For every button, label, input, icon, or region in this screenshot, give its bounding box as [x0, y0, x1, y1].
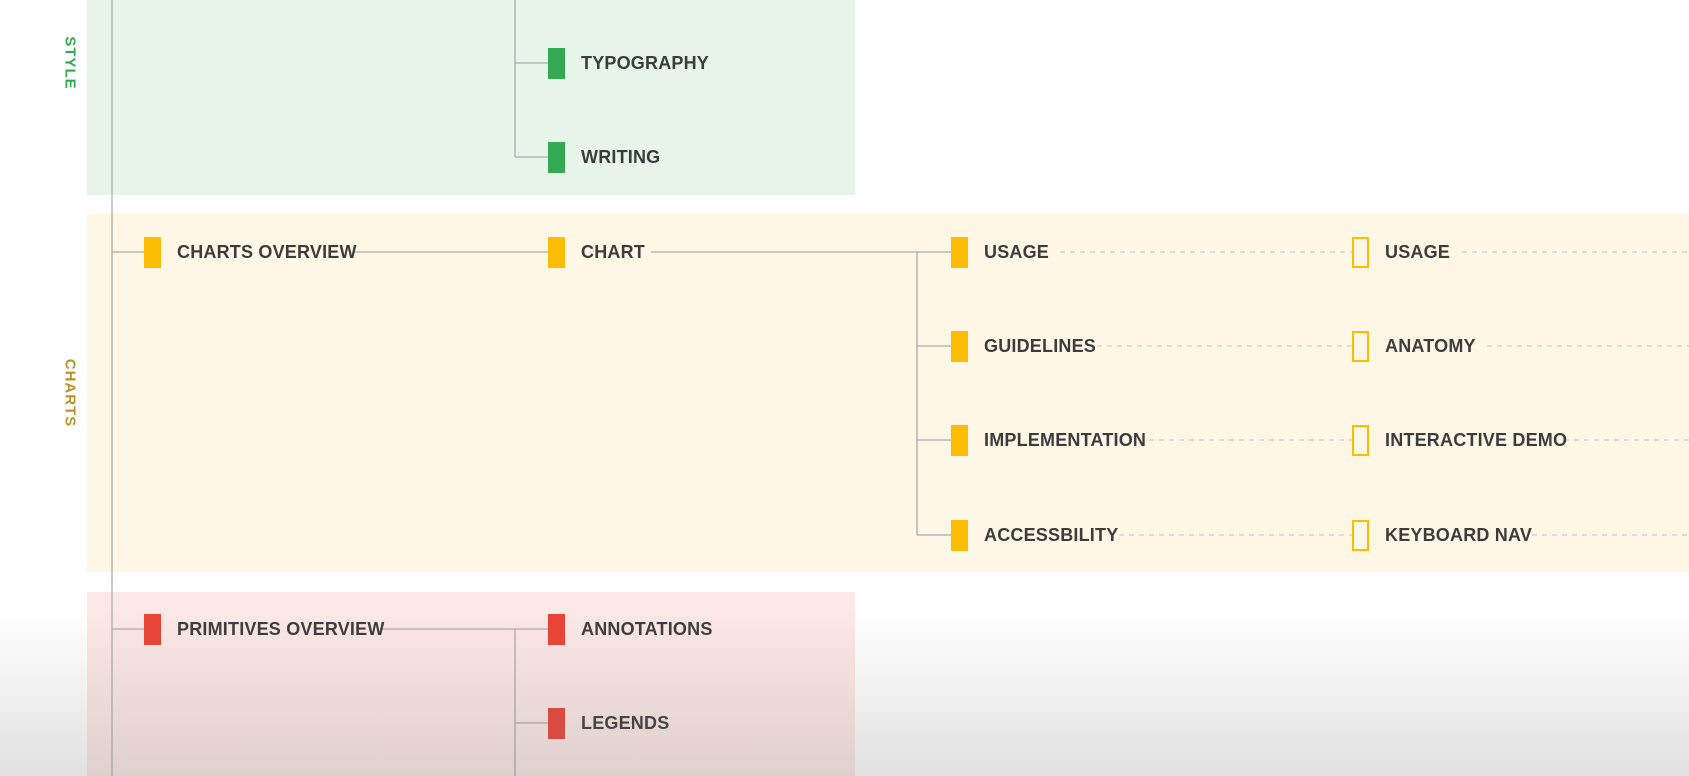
node-annotations[interactable]: ANNOTATIONS — [548, 613, 713, 645]
node-marker — [548, 141, 565, 173]
node-marker — [951, 236, 968, 268]
node-label: USAGE — [984, 241, 1050, 262]
node-label: TYPOGRAPHY — [581, 52, 710, 73]
node-usage-sub[interactable]: USAGE — [1352, 236, 1450, 268]
node-typography[interactable]: TYPOGRAPHY — [548, 47, 709, 79]
section-band-charts — [87, 214, 1689, 572]
node-writing[interactable]: WRITING — [548, 141, 660, 173]
node-implementation[interactable]: IMPLEMENTATION — [951, 424, 1146, 456]
node-marker — [144, 236, 161, 268]
node-label: ACCESSBILITY — [984, 524, 1119, 545]
node-label: IMPLEMENTATION — [984, 429, 1147, 450]
node-accessibility[interactable]: ACCESSBILITY — [951, 519, 1118, 551]
node-anatomy[interactable]: ANATOMY — [1352, 330, 1476, 362]
node-label: PRIMITIVES OVERVIEW — [177, 618, 385, 639]
node-label: GUIDELINES — [984, 335, 1097, 356]
node-charts-overview[interactable]: CHARTS OVERVIEW — [144, 236, 357, 268]
node-marker — [548, 613, 565, 645]
section-band-primitives — [87, 592, 855, 776]
node-marker — [548, 707, 565, 739]
node-label: WRITING — [581, 146, 661, 167]
node-marker — [144, 613, 161, 645]
node-label: ANATOMY — [1385, 335, 1476, 356]
node-interactive-demo[interactable]: INTERACTIVE DEMO — [1352, 424, 1567, 456]
node-legends[interactable]: LEGENDS — [548, 707, 669, 739]
node-label: USAGE — [1385, 241, 1451, 262]
node-label: KEYBOARD NAV — [1385, 524, 1533, 545]
node-label: ANNOTATIONS — [581, 618, 713, 639]
node-marker-outline — [1352, 330, 1369, 362]
node-marker-outline — [1352, 424, 1369, 456]
node-usage[interactable]: USAGE — [951, 236, 1049, 268]
node-chart[interactable]: CHART — [548, 236, 645, 268]
node-keyboard-nav[interactable]: KEYBOARD NAV — [1352, 519, 1532, 551]
node-label: CHARTS OVERVIEW — [177, 241, 357, 262]
node-label: CHART — [581, 241, 645, 262]
section-band-style — [87, 0, 855, 195]
node-marker — [548, 47, 565, 79]
node-marker-outline — [1352, 519, 1369, 551]
node-marker — [951, 424, 968, 456]
node-label: INTERACTIVE DEMO — [1385, 429, 1568, 450]
node-label: LEGENDS — [581, 712, 670, 733]
node-primitives-overview[interactable]: PRIMITIVES OVERVIEW — [144, 613, 385, 645]
node-marker-outline — [1352, 236, 1369, 268]
node-marker — [548, 236, 565, 268]
node-marker — [951, 330, 968, 362]
node-guidelines[interactable]: GUIDELINES — [951, 330, 1096, 362]
node-marker — [951, 519, 968, 551]
